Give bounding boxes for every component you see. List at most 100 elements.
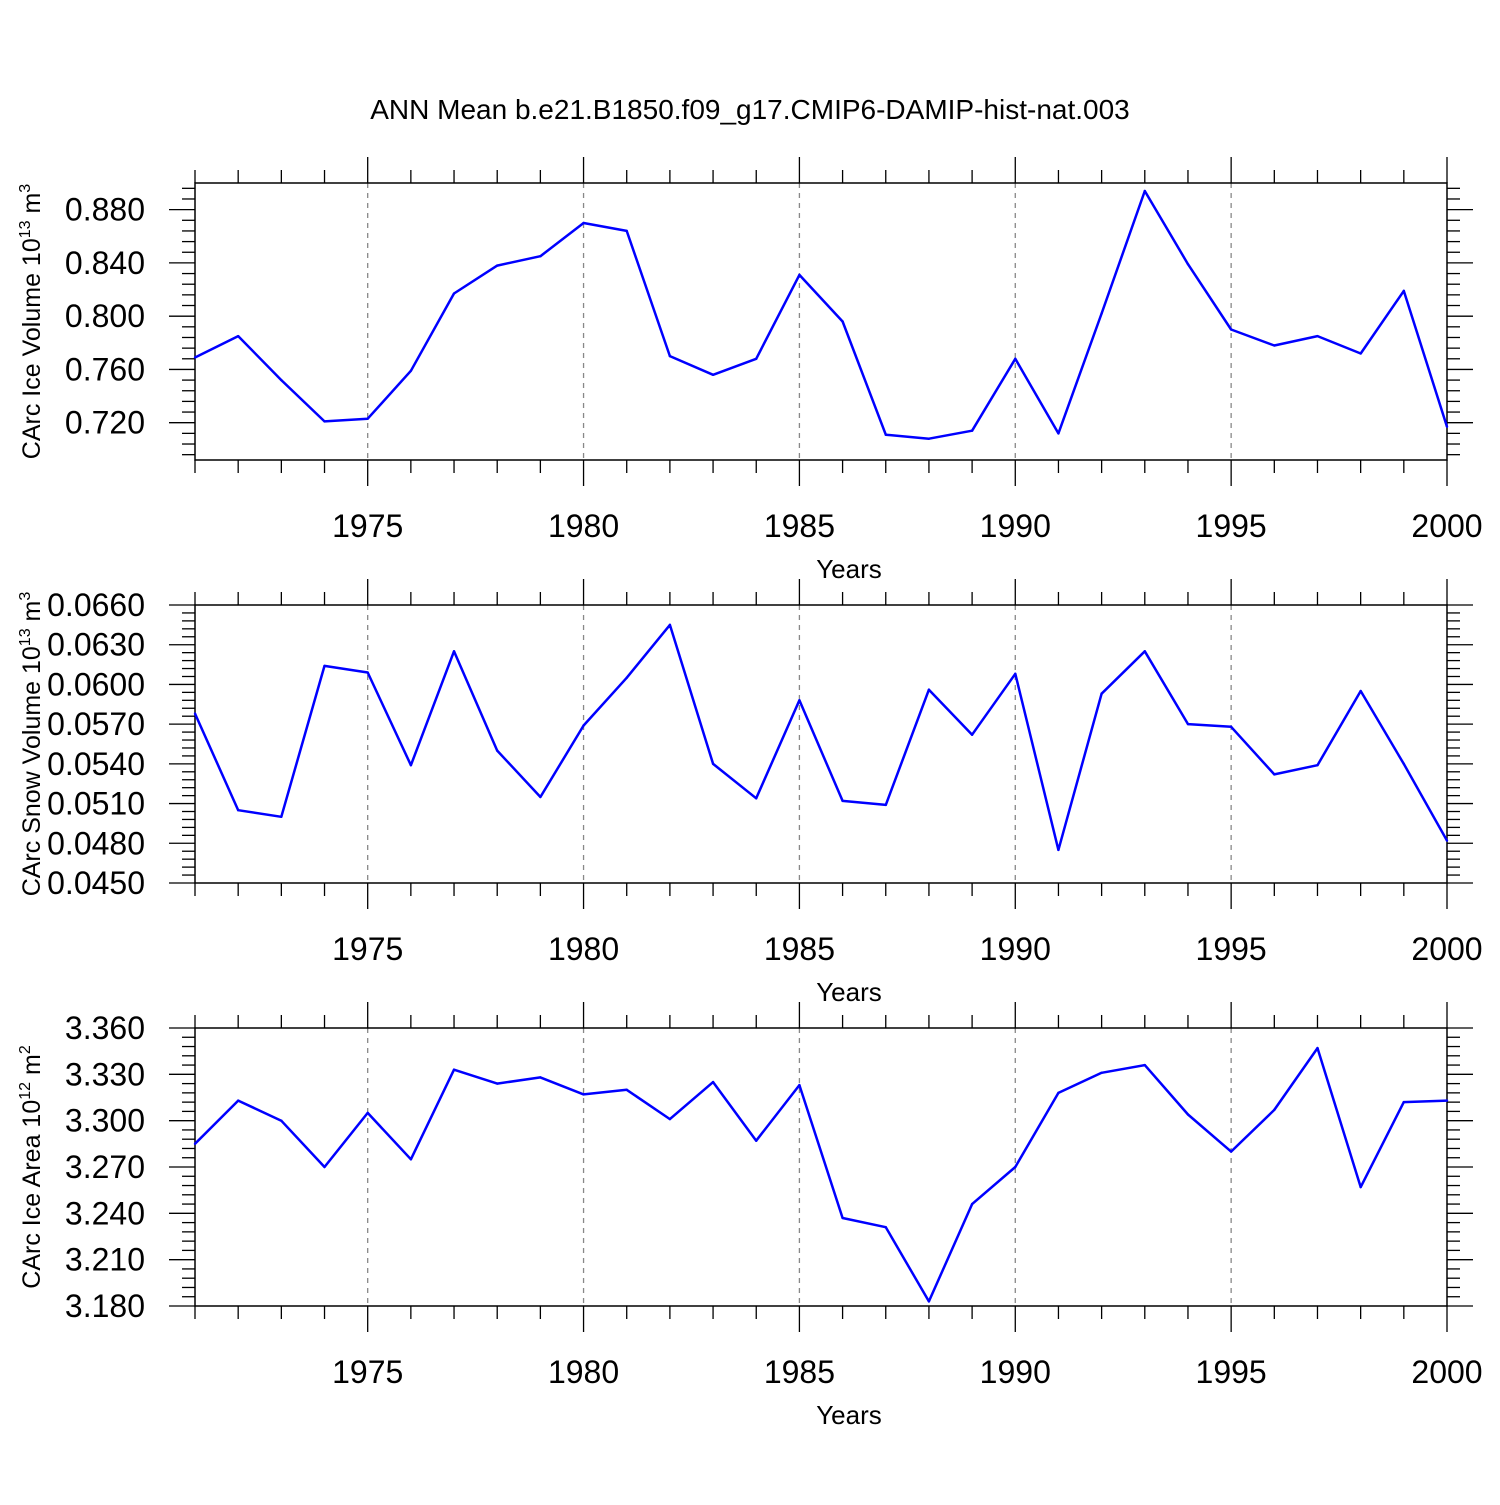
- panel-2-data-point: [496, 749, 499, 752]
- panel-2-series-line: [193, 623, 1449, 852]
- panel-3-data-point: [539, 1076, 542, 1079]
- panel-1-data-point: [970, 429, 974, 432]
- panel-1-data-point: [1359, 352, 1362, 355]
- panel-3-data-point: [711, 1080, 715, 1084]
- panel-2-y-axis-title: CArc Snow Volume 1013 m3: [17, 592, 46, 897]
- panel-2-data-point: [798, 699, 801, 702]
- panel-1-data-point: [193, 356, 197, 359]
- panel-3-data-point: [798, 1083, 801, 1087]
- panel-2-data-point: [323, 664, 326, 668]
- panel-2-data-point: [1057, 848, 1060, 852]
- panel-3-data-point: [841, 1216, 844, 1220]
- panel-3-data-point: [1186, 1113, 1190, 1116]
- panel-2-data-point: [755, 797, 758, 800]
- panel-3-x-tick-label: 1980: [548, 1354, 619, 1390]
- panel-2-x-tick-label: 1975: [332, 931, 403, 967]
- panel-1-data-point: [1186, 263, 1190, 266]
- panel-3-data-point: [1316, 1046, 1319, 1050]
- panel-1-x-tick-label: 1990: [980, 508, 1051, 544]
- panel-3-x-tick-label: 1985: [764, 1354, 835, 1390]
- panel-2-data-point: [884, 803, 887, 807]
- panel-1-data-point: [1445, 425, 1449, 428]
- panel-1-y-tick-label: 0.800: [65, 298, 145, 334]
- panel-1-data-point: [841, 320, 844, 323]
- panel-1-y-tick-label: 0.720: [65, 405, 145, 441]
- panel-3-data-point: [1273, 1108, 1276, 1112]
- panel-2-y-tick-label: 0.0540: [47, 746, 145, 782]
- panel-2-data-point: [1229, 725, 1233, 728]
- panel-1-data-point: [1100, 312, 1103, 315]
- panel-2-x-axis-title: Years: [816, 977, 882, 1007]
- panel-3-y-tick-label: 3.360: [65, 1010, 145, 1046]
- panel-2-data-point: [539, 795, 542, 799]
- panel-2-y-tick-label: 0.0450: [47, 865, 145, 901]
- panel-3-data-point: [323, 1165, 326, 1169]
- panel-1-data-point: [625, 229, 628, 233]
- panel-3-x-tick-label: 1990: [980, 1354, 1051, 1390]
- panel-1-data-point: [1143, 189, 1146, 193]
- panel-3-series-line: [194, 1046, 1448, 1303]
- panel-1-data-point: [1014, 357, 1017, 360]
- panel-1-data-point: [236, 334, 240, 338]
- panel-3-data-point: [582, 1093, 585, 1096]
- panel-1-data-point: [280, 378, 283, 382]
- panel-1-y-tick-label: 0.880: [65, 192, 145, 228]
- panel-2-frame: [194, 604, 1448, 884]
- panel-1-data-point: [366, 417, 369, 420]
- panel-2-data-point: [711, 762, 715, 766]
- panel-3-data-point: [496, 1082, 499, 1085]
- panel-2-data-point: [1100, 692, 1103, 695]
- panel-2-data-point: [1143, 650, 1146, 653]
- panel-2-y-tick-label: 0.0510: [47, 786, 145, 822]
- panel-1-x-tick-label: 1995: [1196, 508, 1267, 544]
- panel-3-data-point: [1359, 1185, 1362, 1189]
- panel-3-data-point: [280, 1119, 283, 1122]
- panel-2-data-point: [582, 724, 585, 727]
- panel-1-x-tick-label: 1980: [548, 508, 619, 544]
- panel-3-y-tick-label: 3.240: [65, 1195, 145, 1231]
- panel-3-data-point: [1143, 1063, 1146, 1067]
- panel-3-data-point: [452, 1068, 456, 1071]
- chart-title: ANN Mean b.e21.B1850.f09_g17.CMIP6-DAMIP…: [370, 94, 1130, 125]
- panel-2-data-point: [1445, 839, 1449, 842]
- panel-2-data-point: [366, 671, 369, 674]
- panel-1-x-tick-label: 1985: [764, 508, 835, 544]
- panel-2-x-tick-label: 1990: [980, 931, 1051, 967]
- panel-3-data-point: [1445, 1099, 1449, 1102]
- panel-3-data-point: [1100, 1071, 1103, 1074]
- panel-1-data-point: [798, 273, 801, 277]
- panel-3-x-tick-label: 2000: [1411, 1354, 1482, 1390]
- panel-1-data-point: [668, 354, 672, 358]
- panel-3-data-point: [1229, 1150, 1233, 1153]
- panel-3-y-tick-label: 3.270: [65, 1149, 145, 1185]
- panel-2-data-point: [280, 815, 283, 819]
- panel-1-data-point: [1273, 344, 1276, 347]
- panel-1-data-point: [1229, 328, 1233, 331]
- panel-1-data-point: [1316, 334, 1319, 338]
- panel-2-data-point: [236, 808, 240, 812]
- panel-3-data-point: [1014, 1165, 1017, 1169]
- panel-1-data-point: [711, 373, 715, 376]
- panel-1-x-axis-title: Years: [816, 554, 882, 584]
- panel-1-y-axis-title: CArc Ice Volume 1013 m3: [17, 184, 46, 460]
- panel-3-y-axis-title: CArc Ice Area 1012 m2: [17, 1045, 46, 1289]
- panel-2-data-point: [1273, 773, 1276, 776]
- panel-2-x-tick-label: 2000: [1411, 931, 1482, 967]
- panel-1-data-point: [1402, 289, 1406, 293]
- panel-3-data-point: [409, 1158, 413, 1161]
- panel-1-data-point: [452, 292, 456, 295]
- panel-1-data-point: [927, 437, 931, 440]
- panel-2-x-tick-label: 1985: [764, 931, 835, 967]
- panel-2-data-point: [1316, 763, 1319, 767]
- panel-3-data-point: [1402, 1100, 1406, 1104]
- panel-3-y-tick-label: 3.210: [65, 1242, 145, 1278]
- panel-3-data-point: [1057, 1091, 1060, 1095]
- panel-1-y-tick-label: 0.760: [65, 351, 145, 387]
- panel-3-data-point: [970, 1202, 974, 1206]
- panel-1-series-line: [194, 189, 1449, 440]
- panel-2-data-point: [409, 763, 413, 767]
- panel-2-data-point: [1402, 762, 1406, 766]
- panel-1-data-point: [884, 433, 887, 436]
